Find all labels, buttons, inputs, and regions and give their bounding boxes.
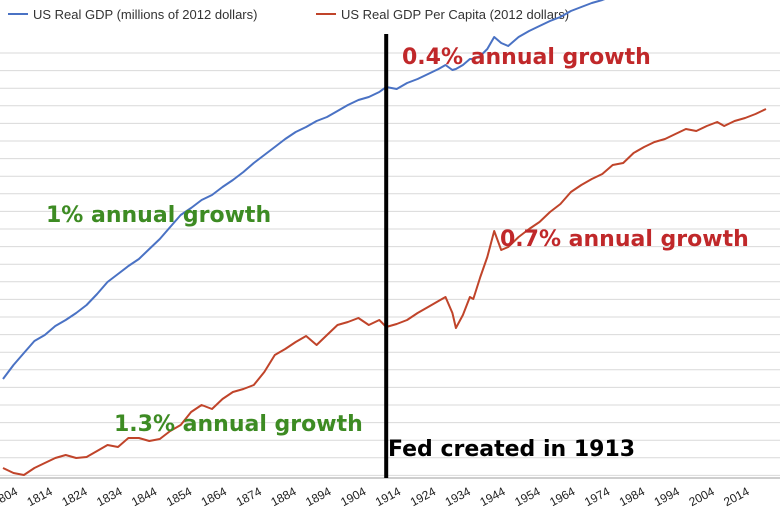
x-tick-label: 1804 — [0, 484, 20, 509]
x-tick-label: 1944 — [477, 484, 507, 509]
x-tick-label: 1874 — [234, 484, 264, 509]
x-tick-label: 1904 — [338, 484, 368, 509]
x-tick-label: 1974 — [582, 484, 612, 509]
x-tick-label: 1824 — [59, 484, 89, 509]
annotation-percapita-post-fed: 0.7% annual growth — [500, 227, 749, 252]
x-tick-label: 1934 — [443, 484, 473, 509]
x-tick-label: 1884 — [268, 484, 298, 509]
x-tick-label: 1994 — [652, 484, 682, 509]
x-tick-label: 1924 — [408, 484, 438, 509]
annotation-percapita-pre-fed: 1.3% annual growth — [114, 412, 363, 437]
grid-lines — [0, 52, 780, 479]
series-line-real-gdp — [2, 0, 606, 380]
annotation-gdp-pre-fed: 1% annual growth — [46, 203, 271, 228]
legend: US Real GDP (millions of 2012 dollars) U… — [8, 7, 569, 22]
x-tick-label: 1864 — [199, 484, 229, 509]
x-axis-ticks: 1804 1814 1824 1834 1844 1854 1864 1874 1884 1894… — [0, 484, 752, 509]
x-tick-label: 1854 — [164, 484, 194, 509]
x-tick-label: 1844 — [129, 484, 159, 509]
x-tick-label: 2004 — [687, 484, 717, 509]
annotation-gdp-post-fed: 0.4% annual growth — [402, 45, 651, 70]
x-tick-label: 2014 — [721, 484, 751, 509]
series-layer — [2, 0, 767, 476]
x-tick-label: 1914 — [373, 484, 403, 509]
x-tick-label: 1984 — [617, 484, 647, 509]
series-line-real-gdp-per-capita — [2, 108, 767, 476]
x-tick-label: 1964 — [547, 484, 577, 509]
x-tick-label: 1954 — [512, 484, 542, 509]
x-tick-label: 1814 — [25, 484, 55, 509]
fed-created-label: Fed created in 1913 — [388, 437, 635, 462]
x-tick-label: 1894 — [303, 484, 333, 509]
x-tick-label: 1834 — [94, 484, 124, 509]
legend-label-per-capita: US Real GDP Per Capita (2012 dollars) — [341, 7, 569, 22]
legend-label-gdp: US Real GDP (millions of 2012 dollars) — [33, 7, 257, 22]
